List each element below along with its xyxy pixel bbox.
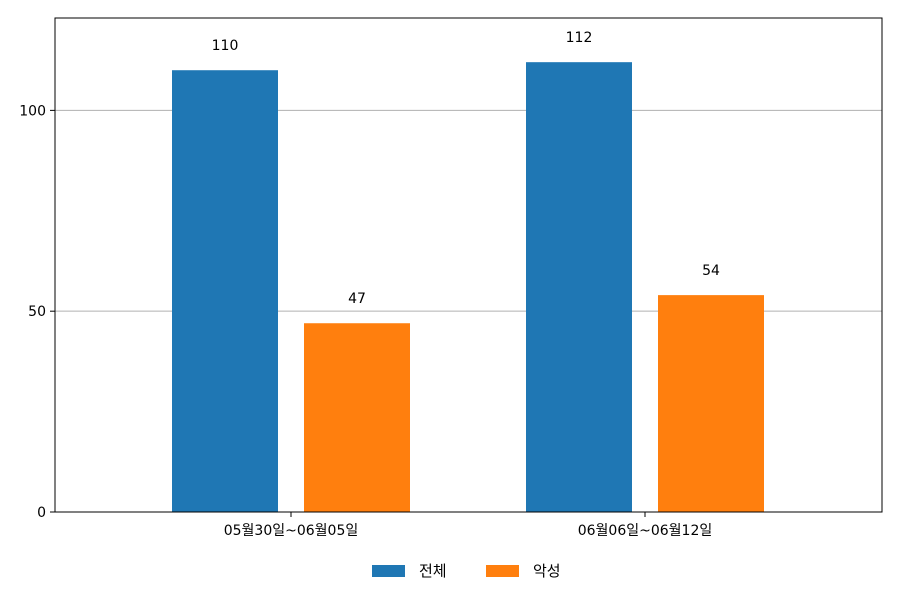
data-labels: 110 47 112 54: [212, 30, 720, 307]
legend-swatch: [372, 565, 405, 577]
plot-frame: [54, 17, 883, 513]
data-label: 47: [348, 291, 366, 307]
bar: [658, 295, 764, 512]
data-label: 110: [212, 38, 239, 54]
data-label: 112: [566, 30, 593, 46]
bar: [526, 62, 632, 512]
legend-label: 전체: [419, 562, 447, 580]
bars: [172, 62, 764, 513]
bar: [172, 70, 278, 513]
x-axis: 05월30일~06월05일 06월06일~06월12일: [224, 512, 713, 539]
y-tick-label: 0: [37, 505, 46, 521]
legend-swatch: [486, 565, 519, 577]
x-tick-label: 05월30일~06월05일: [224, 523, 359, 539]
bar: [304, 323, 410, 512]
y-tick-label: 100: [19, 103, 46, 119]
data-label: 54: [702, 263, 720, 279]
legend-label: 악성: [533, 562, 561, 580]
y-axis: 0 50 100: [19, 103, 55, 521]
legend: 전체 악성: [372, 562, 561, 580]
x-tick-label: 06월06일~06월12일: [578, 523, 713, 539]
y-tick-label: 50: [28, 304, 46, 320]
